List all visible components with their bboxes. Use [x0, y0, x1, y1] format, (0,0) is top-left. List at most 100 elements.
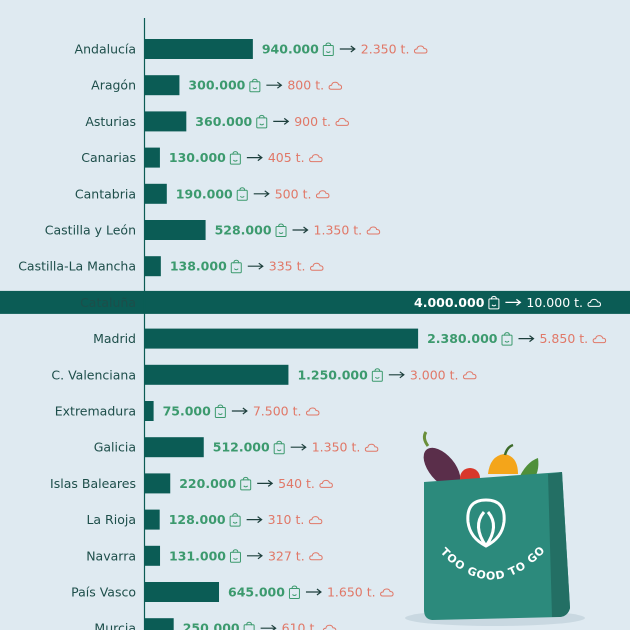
bag-icon: [229, 549, 241, 563]
co2-label: 610 t.: [282, 621, 319, 630]
chart-row: Navarra 131.000 327 t.: [86, 545, 323, 566]
bar-annotation: 130.000 405 t.: [169, 150, 323, 165]
arrow-icon: [388, 371, 405, 379]
arrow-icon: [247, 262, 264, 270]
chart-rows: Andalucía 940.000 2.350 t. Aragón 300.000 800…: [0, 39, 630, 630]
arrow-icon: [246, 552, 263, 560]
bar: [145, 364, 289, 385]
chart-row: Castilla-La Mancha 138.000 335 t.: [18, 256, 324, 277]
cloud-icon: [587, 298, 602, 307]
category-label: País Vasco: [71, 585, 136, 600]
bar: [145, 256, 161, 277]
arrow-icon: [339, 45, 356, 53]
too-good-to-go-bag: TOO GOOD TO GO: [405, 431, 585, 626]
arrow-icon: [260, 624, 277, 630]
bag-icon: [229, 151, 241, 165]
bar-annotation: 300.000 800 t.: [188, 78, 343, 93]
chart-row: Madrid 2.380.000 5.850 t.: [93, 328, 607, 349]
arrow-icon: [273, 117, 290, 125]
arrow-icon: [246, 516, 263, 524]
category-label: Islas Baleares: [50, 476, 136, 491]
cloud-icon: [305, 407, 320, 416]
cloud-icon: [322, 624, 337, 630]
co2-label: 500 t.: [275, 186, 312, 201]
category-label: Galicia: [94, 440, 136, 455]
bag-icon: [288, 585, 300, 599]
bar: [145, 509, 160, 530]
chart-row: Cataluña 4.000.000 10.000 t.: [0, 290, 630, 314]
cloud-icon: [315, 190, 330, 199]
arrow-icon: [257, 479, 274, 487]
co2-label: 7.500 t.: [253, 404, 302, 419]
bag-icon: [371, 368, 383, 382]
cloud-icon: [319, 479, 333, 488]
bar-annotation: 2.380.000 5.850 t.: [427, 331, 607, 346]
cloud-icon: [592, 335, 607, 344]
bag-icon: [240, 476, 252, 491]
chart-row: Canarias 130.000 405 t.: [81, 147, 323, 168]
value-label: 645.000: [228, 585, 285, 600]
category-label: Castilla-La Mancha: [18, 259, 136, 274]
co2-label: 900 t.: [294, 114, 331, 129]
cloud-icon: [308, 516, 323, 525]
bar: [145, 401, 154, 421]
co2-label: 540 t.: [278, 476, 315, 491]
cloud-icon: [366, 226, 381, 235]
bag-icon: [249, 78, 261, 93]
bar-annotation: 138.000 335 t.: [170, 259, 324, 274]
co2-label: 405 t.: [268, 150, 305, 165]
bar: [145, 183, 167, 204]
bar: [145, 618, 174, 630]
category-label: Andalucía: [75, 42, 136, 57]
cloud-icon: [309, 552, 323, 561]
bar-annotation: 645.000 1.650 t.: [228, 585, 394, 600]
bar-annotation: 360.000 900 t.: [195, 114, 349, 129]
bar: [145, 473, 171, 494]
value-label: 360.000: [195, 114, 252, 129]
co2-label: 10.000 t.: [526, 295, 583, 310]
chart-row: País Vasco 645.000 1.650 t.: [71, 582, 394, 602]
chart-row: Asturias 360.000 900 t.: [85, 111, 349, 132]
bag-icon: [488, 295, 500, 310]
category-label: Asturias: [85, 114, 136, 129]
too-good-to-go-logo-icon: [466, 498, 506, 548]
arrow-icon: [246, 154, 263, 162]
chart-row: Castilla y León 528.000 1.350 t.: [45, 220, 381, 240]
bar: [145, 545, 161, 566]
bar-annotation: 250.000 610 t.: [183, 621, 337, 630]
cloud-icon: [462, 371, 477, 380]
value-label: 940.000: [262, 42, 319, 57]
bar: [145, 437, 204, 458]
cloud-icon: [380, 588, 394, 597]
value-label: 131.000: [169, 548, 226, 563]
arrow-icon: [518, 335, 535, 343]
bar-annotation: 528.000 1.350 t.: [215, 223, 381, 238]
value-label: 75.000: [163, 404, 212, 419]
arrow-icon: [292, 226, 309, 234]
bar-annotation: 220.000 540 t.: [179, 476, 333, 491]
category-label: Navarra: [86, 548, 136, 563]
bar-annotation: 75.000 7.500 t.: [163, 404, 320, 419]
chart-row: Extremadura 75.000 7.500 t.: [55, 401, 320, 421]
value-label: 138.000: [170, 259, 227, 274]
bar: [145, 220, 206, 240]
arrow-icon: [290, 443, 307, 451]
bar: [145, 111, 187, 132]
cloud-icon: [309, 262, 324, 271]
bar-annotation: 940.000 2.350 t.: [262, 42, 428, 57]
chart-row: Islas Baleares 220.000 540 t.: [50, 473, 333, 494]
co2-label: 3.000 t.: [410, 367, 459, 382]
co2-label: 1.650 t.: [327, 585, 376, 600]
bar-annotation: 128.000 310 t.: [169, 512, 323, 527]
chart-row: Aragón 300.000 800 t.: [91, 75, 343, 96]
category-label: La Rioja: [86, 512, 136, 527]
bar-annotation: 4.000.000 10.000 t.: [414, 295, 602, 310]
category-label: Cataluña: [80, 295, 136, 310]
bar-annotation: 131.000 327 t.: [169, 548, 323, 563]
category-label: Cantabria: [75, 186, 136, 201]
value-label: 512.000: [213, 440, 270, 455]
value-label: 2.380.000: [427, 331, 498, 346]
bag-icon: [275, 223, 287, 237]
arrow-icon: [505, 298, 522, 306]
chart-row: C. Valenciana 1.250.000 3.000 t.: [51, 364, 477, 385]
